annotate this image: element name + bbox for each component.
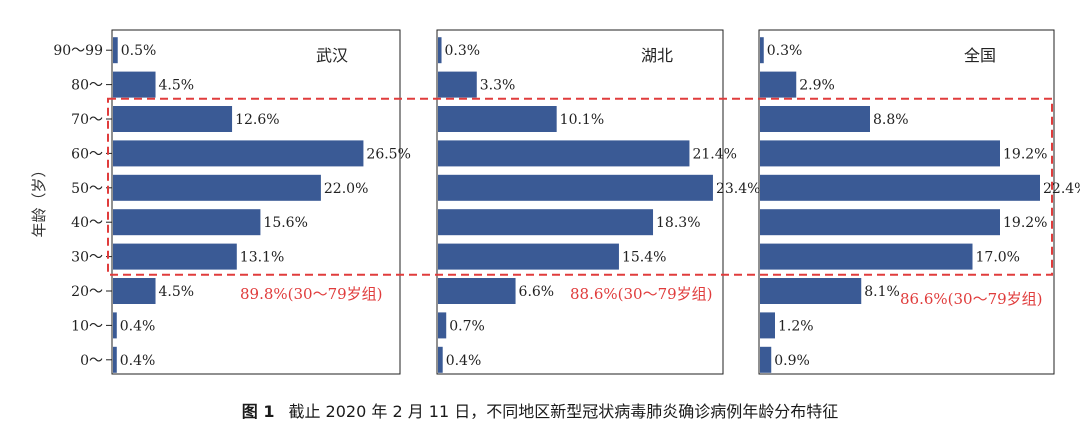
bar-value-label: 6.6% — [519, 284, 555, 300]
panel-frame — [436, 29, 724, 375]
bar — [113, 174, 321, 201]
bar — [760, 312, 775, 339]
bar — [113, 278, 156, 304]
highlight-box — [107, 97, 1053, 276]
category-tick-label: 10～ — [71, 318, 103, 334]
category-tick-label: 30～ — [71, 250, 103, 266]
bar — [438, 71, 477, 98]
bar-value-label: 18.3% — [656, 215, 700, 231]
highlight-annotation: 86.6%(30～79岁组) — [900, 290, 1043, 308]
bar — [438, 243, 619, 270]
series-name: 武汉 — [316, 46, 348, 65]
bar-value-label: 15.6% — [263, 215, 307, 231]
bar — [113, 140, 364, 167]
bar-value-label: 0.3% — [767, 43, 803, 59]
bar-value-label: 0.9% — [774, 353, 810, 369]
bar-value-label: 0.4% — [120, 353, 156, 369]
bar — [438, 209, 654, 236]
bar-value-label: 19.2% — [1003, 215, 1047, 231]
bar — [438, 37, 442, 64]
bar-value-label: 19.2% — [1003, 146, 1047, 162]
bar — [113, 312, 117, 339]
figure-caption-text: 截止 2020 年 2 月 11 日，不同地区新型冠状病毒肺炎确诊病例年龄分布特… — [288, 402, 839, 421]
bar-value-label: 0.7% — [449, 318, 485, 334]
series-name: 全国 — [964, 46, 996, 65]
bar — [760, 243, 973, 270]
bar-value-label: 23.4% — [716, 181, 760, 197]
series-name: 湖北 — [641, 46, 673, 65]
bar — [760, 346, 772, 373]
bar — [113, 209, 261, 236]
bar — [113, 243, 237, 270]
bar-value-label: 8.8% — [873, 112, 909, 128]
highlight-annotation: 89.8%(30～79岁组) — [240, 285, 383, 303]
bar — [113, 37, 118, 64]
category-tick-label: 60～ — [71, 146, 103, 162]
bar — [113, 71, 156, 98]
panel-frame — [758, 29, 1055, 375]
bar — [760, 278, 862, 304]
figure-label: 图 1 — [241, 402, 275, 421]
bar-value-label: 3.3% — [480, 78, 516, 94]
category-tick-label: 20～ — [71, 284, 103, 300]
bar — [438, 174, 713, 201]
bar — [438, 140, 690, 167]
bar-value-label: 22.0% — [324, 181, 368, 197]
bar-value-label: 15.4% — [622, 250, 666, 266]
figure-caption: 图 1 截止 2020 年 2 月 11 日，不同地区新型冠状病毒肺炎确诊病例年龄… — [0, 398, 1080, 422]
category-tick-label: 0～ — [80, 353, 103, 369]
bar-value-label: 22.4% — [1043, 181, 1080, 197]
bar-value-label: 21.4% — [692, 146, 736, 162]
bar-value-label: 0.3% — [445, 43, 481, 59]
bar-value-label: 10.1% — [560, 112, 604, 128]
bar-value-label: 4.5% — [159, 78, 195, 94]
bar-value-label: 0.4% — [446, 353, 482, 369]
bar-value-label: 8.1% — [864, 284, 900, 300]
bar — [760, 106, 870, 132]
bar-value-label: 17.0% — [976, 250, 1020, 266]
highlight-annotation: 88.6%(30～79岁组) — [570, 285, 713, 303]
category-tick-label: 80～ — [71, 78, 103, 94]
bar-value-label: 2.9% — [799, 78, 835, 94]
bar — [760, 209, 1000, 236]
bar — [760, 140, 1000, 167]
category-tick-label: 40～ — [71, 215, 103, 231]
panel-frame — [111, 29, 401, 375]
bar-value-label: 1.2% — [778, 318, 814, 334]
bar — [760, 37, 764, 64]
bar — [438, 312, 447, 339]
bar-value-label: 0.4% — [120, 318, 156, 334]
category-tick-label: 50～ — [71, 181, 103, 197]
category-tick-label: 90～99 — [53, 43, 103, 59]
bar-value-label: 13.1% — [240, 250, 284, 266]
bar — [113, 106, 233, 132]
bar — [438, 106, 557, 132]
y-axis-label: 年龄（岁） — [30, 162, 48, 237]
bar — [438, 346, 443, 373]
bar-value-label: 26.5% — [366, 146, 410, 162]
bar — [760, 174, 1040, 201]
bar-value-label: 4.5% — [159, 284, 195, 300]
bar — [113, 346, 117, 373]
category-tick-label: 70～ — [71, 112, 103, 128]
age-distribution-chart: 年龄（岁） 90～99 80～ 70～ 60～ 50～ 40～ 30～ 20～ 10～ 0～ 武汉 0.… — [30, 29, 1080, 375]
bar — [760, 71, 797, 98]
bar-value-label: 12.6% — [235, 112, 279, 128]
bar — [438, 278, 516, 304]
bar-value-label: 0.5% — [121, 43, 157, 59]
